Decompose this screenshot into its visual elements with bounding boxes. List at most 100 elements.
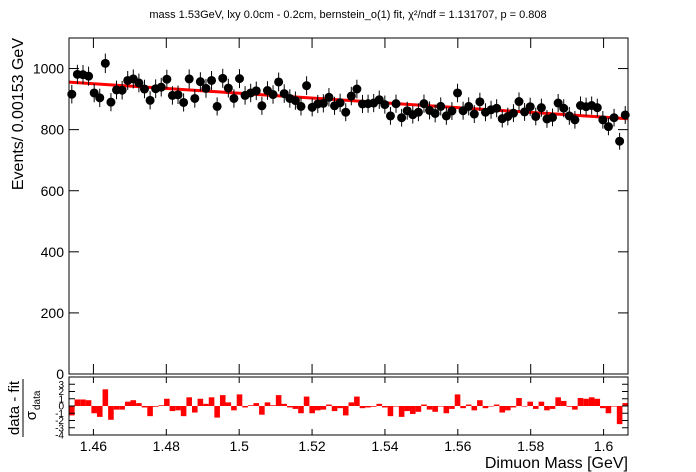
data-point	[67, 89, 77, 99]
residual-bar	[242, 406, 248, 408]
residual-bar	[169, 406, 176, 412]
residual-bar	[147, 406, 153, 417]
data-point	[397, 113, 407, 123]
data-point	[324, 92, 334, 102]
residual-bar	[532, 406, 539, 409]
data-point	[335, 98, 345, 108]
residual-bar	[460, 406, 466, 409]
data-point	[134, 78, 144, 88]
data-point	[413, 107, 423, 117]
data-point	[139, 84, 149, 94]
data-point	[514, 97, 524, 107]
residual-bar	[298, 406, 304, 414]
residual-bar	[622, 403, 629, 406]
x-tick-label: 1.58	[517, 438, 544, 454]
data-point	[419, 99, 429, 109]
residual-bar	[555, 397, 561, 406]
data-point	[603, 122, 613, 132]
residual-bar	[404, 406, 411, 412]
residual-bar	[382, 406, 388, 408]
residual-bar	[566, 406, 573, 407]
y-tick-label: 2	[58, 387, 64, 398]
data-point	[508, 108, 518, 118]
residual-bar	[527, 401, 533, 406]
data-point	[201, 83, 211, 93]
data-point	[536, 103, 546, 113]
residual-bar	[275, 395, 282, 406]
data-point	[592, 103, 602, 113]
y-tick-label: 800	[41, 122, 65, 138]
residual-bar	[320, 406, 327, 410]
data-point	[548, 112, 558, 122]
y-tick-label: -3	[55, 423, 64, 434]
residual-bar	[544, 406, 550, 411]
data-point	[274, 77, 284, 87]
residual-bar	[510, 406, 517, 408]
x-tick-label: 1.6	[594, 438, 614, 454]
residual-bar	[421, 404, 427, 406]
residual-bar	[516, 398, 522, 406]
residual-bar	[80, 399, 86, 406]
residual-bar	[219, 395, 226, 406]
residual-bar	[521, 406, 528, 407]
data-point	[447, 106, 457, 116]
chart-title: mass 1.53GeV, lxy 0.0cm - 0.2cm, bernste…	[149, 9, 546, 21]
y-tick-label: 1	[58, 394, 64, 405]
data-point	[492, 103, 502, 113]
data-point	[257, 101, 267, 111]
data-point	[475, 97, 485, 107]
residual-bar	[236, 394, 243, 406]
residual-bar	[454, 394, 461, 406]
x-tick-label: 1.5	[229, 438, 249, 454]
data-point	[296, 101, 306, 111]
residual-bar	[359, 406, 366, 409]
data-point	[268, 90, 278, 100]
residual-bar	[449, 406, 455, 409]
residual-bar	[259, 406, 265, 415]
data-point	[615, 136, 625, 146]
residual-bar	[281, 403, 288, 406]
y-tick-label: 1000	[33, 61, 64, 77]
residual-bar	[180, 406, 187, 417]
x-tick-label: 1.48	[153, 438, 180, 454]
data-point	[453, 88, 463, 98]
residual-bar	[303, 396, 310, 406]
residual-bar	[119, 406, 125, 410]
data-point	[620, 110, 630, 120]
residual-bar	[331, 406, 338, 412]
data-point	[341, 107, 351, 117]
residual-bar	[130, 400, 137, 406]
residual-bar	[482, 406, 489, 409]
residual-bar	[471, 406, 478, 411]
data-point	[385, 111, 395, 121]
data-point	[145, 95, 155, 105]
data-point	[380, 100, 390, 110]
data-point	[436, 101, 446, 111]
residual-bar	[69, 406, 75, 416]
residual-bar	[426, 406, 433, 410]
residual-bar	[560, 400, 567, 406]
residual-bar	[611, 406, 617, 407]
residual-bar	[91, 406, 97, 414]
data-point	[290, 96, 300, 106]
x-tick-label: 1.52	[298, 438, 325, 454]
residual-bar	[348, 402, 355, 406]
data-point	[212, 101, 222, 111]
residual-bar	[588, 397, 595, 406]
residual-y-subscript: data	[32, 390, 43, 410]
data-point	[100, 58, 110, 68]
y-tick-label: 3	[58, 380, 64, 391]
data-point	[95, 93, 105, 103]
data-point	[106, 97, 116, 107]
data-point	[609, 113, 619, 123]
residual-bar	[477, 400, 483, 406]
data-point	[352, 84, 362, 94]
residual-bar	[264, 402, 271, 406]
data-point	[430, 108, 440, 118]
residual-bar	[354, 396, 360, 406]
residual-y-numerator: data - fit	[6, 380, 23, 435]
data-point	[570, 115, 580, 125]
data-point	[235, 74, 245, 84]
y-tick-label: 400	[41, 244, 65, 260]
